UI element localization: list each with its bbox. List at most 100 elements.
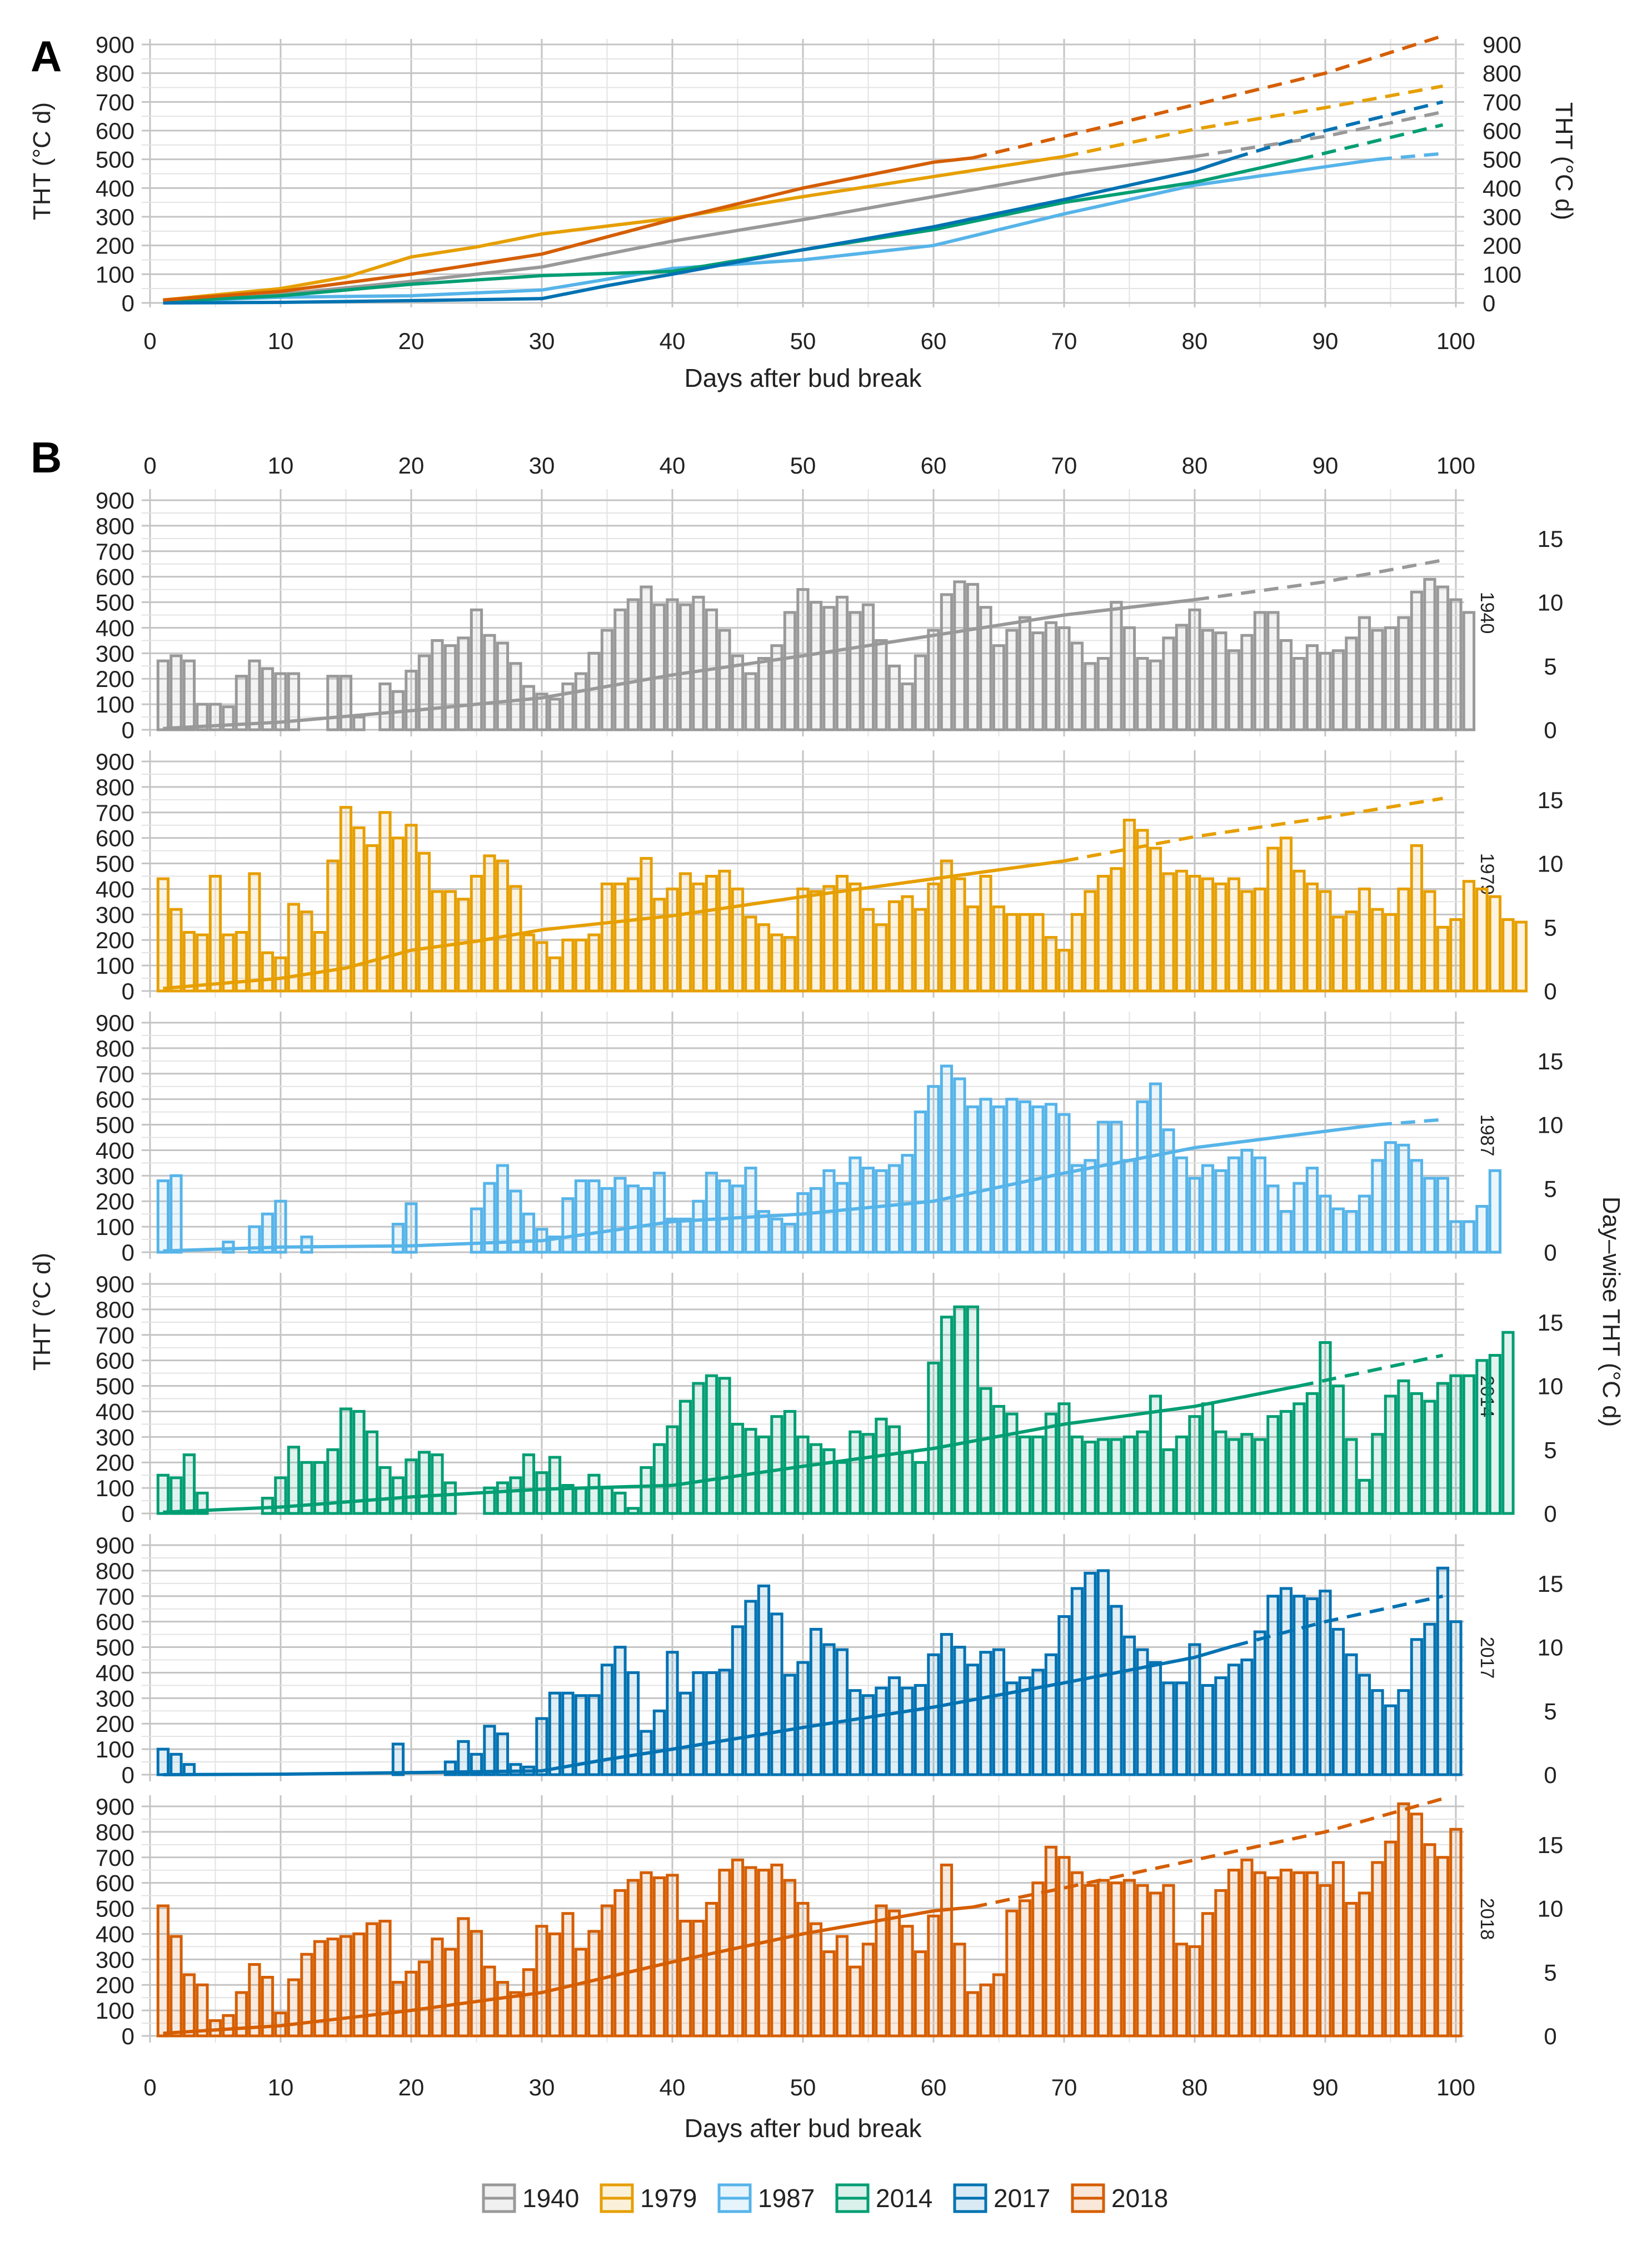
bar-1979-day-19 xyxy=(391,836,405,993)
x-tick-label: 70 xyxy=(1051,2074,1077,2100)
legend-label-2018: 2018 xyxy=(1111,2184,1168,2213)
bar-1987-day-46 xyxy=(744,1167,757,1254)
bar-2014-day-10 xyxy=(274,1476,287,1515)
bar-2017-day-96 xyxy=(1397,1689,1410,1776)
series-projection-1987 xyxy=(1377,152,1443,161)
bar-2017-day-67 xyxy=(1018,1676,1032,1776)
bar-1979-day-39 xyxy=(652,898,666,993)
y-tick-label: 400 xyxy=(96,1921,134,1947)
bar-1940-day-54 xyxy=(849,611,862,731)
bar-2018-day-29 xyxy=(522,1968,536,2038)
y-tick-label: 200 xyxy=(96,666,134,692)
bar-1987-day-12 xyxy=(300,1236,313,1254)
bar-2014-day-13 xyxy=(313,1461,327,1515)
y-tick-label: 700 xyxy=(96,89,134,115)
bar-2018-day-9 xyxy=(261,1976,274,2038)
bar-2018-day-78 xyxy=(1162,1884,1175,2038)
bar-1987-day-65 xyxy=(992,1105,1006,1254)
y-tick-label: 100 xyxy=(96,261,134,287)
bar-2017-day-39 xyxy=(652,1709,666,1776)
bar-2017-day-66 xyxy=(1005,1681,1019,1776)
bar-2018-day-95 xyxy=(1384,1840,1398,2038)
bar-2017-day-90 xyxy=(1319,1590,1332,1776)
bar-1979-day-102 xyxy=(1475,887,1489,993)
x-tick-label: 90 xyxy=(1312,2074,1339,2100)
bar-1940-day-14 xyxy=(326,675,340,731)
bar-1940-day-86 xyxy=(1266,611,1280,731)
bar-1979-day-52 xyxy=(822,885,836,993)
y-tick-label-right: 400 xyxy=(1483,175,1521,201)
bar-1940-day-99 xyxy=(1436,585,1450,731)
bar-2014-day-59 xyxy=(914,1461,927,1515)
bar-1940-day-28 xyxy=(509,662,522,731)
x-tick-label: 40 xyxy=(660,2074,686,2100)
y-tick-label: 0 xyxy=(122,717,134,743)
bar-2018-day-41 xyxy=(678,1920,692,2038)
bar-1940-day-93 xyxy=(1357,616,1371,731)
cumulative-line-1979 xyxy=(163,859,1065,990)
bar-1940-day-29 xyxy=(522,685,536,731)
bar-2017-day-62 xyxy=(953,1646,966,1776)
bar-2018-day-33 xyxy=(574,1948,588,2038)
bar-1979-day-54 xyxy=(849,882,862,993)
bar-1979-day-8 xyxy=(248,872,261,993)
bar-2017-day-94 xyxy=(1371,1689,1384,1776)
bar-1940-day-100 xyxy=(1449,598,1463,731)
y-tick-label: 500 xyxy=(96,1635,134,1661)
bar-2017-day-60 xyxy=(927,1653,940,1776)
bar-2017-day-55 xyxy=(861,1694,875,1776)
x-tick-label: 60 xyxy=(921,2074,947,2100)
bar-1940-day-98 xyxy=(1423,577,1436,731)
y-tick-label-right: 500 xyxy=(1483,147,1521,173)
y-tick-label-right: 10 xyxy=(1538,1373,1564,1400)
bar-1979-day-3 xyxy=(182,931,196,993)
bar-2018-day-80 xyxy=(1188,1945,1201,2038)
bar-2018-day-17 xyxy=(365,1922,379,2038)
bar-2017-day-32 xyxy=(561,1691,575,1776)
panel-a-label: A xyxy=(31,32,62,81)
y-tick-label: 100 xyxy=(96,1214,134,1240)
bar-1987-day-85 xyxy=(1253,1156,1267,1254)
bar-1987-day-57 xyxy=(887,1164,901,1254)
bar-1940-day-82 xyxy=(1214,631,1227,731)
bar-1979-day-30 xyxy=(535,941,548,993)
y-tick-label-right: 10 xyxy=(1538,590,1564,616)
bar-1940-day-40 xyxy=(666,598,679,731)
bar-2017-day-37 xyxy=(626,1671,640,1776)
bar-2014-day-84 xyxy=(1240,1433,1254,1515)
bar-1987-day-83 xyxy=(1227,1156,1241,1254)
bar-2014-day-36 xyxy=(613,1491,627,1515)
bar-1940-day-62 xyxy=(953,580,966,731)
bar-2018-day-46 xyxy=(744,1866,757,2038)
bar-2018-day-6 xyxy=(222,2014,235,2038)
bar-2018-day-58 xyxy=(901,1925,914,2038)
bar-2017-day-83 xyxy=(1227,1664,1241,1776)
bar-2017-day-49 xyxy=(783,1674,797,1776)
bar-1987-day-76 xyxy=(1136,1100,1149,1254)
cumulative-projection-1979 xyxy=(1064,796,1443,863)
bar-2017-day-85 xyxy=(1253,1630,1267,1776)
bar-1987-day-61 xyxy=(940,1064,954,1254)
bar-2018-day-86 xyxy=(1266,1876,1280,2038)
bar-1940-day-39 xyxy=(652,603,666,731)
y-tick-label: 700 xyxy=(96,800,134,826)
x-tick-label: 100 xyxy=(1436,328,1475,354)
bar-2014-day-86 xyxy=(1266,1415,1280,1515)
bar-1940-day-66 xyxy=(1005,629,1019,731)
bar-2014-day-99 xyxy=(1436,1382,1450,1515)
bar-2017-day-82 xyxy=(1214,1676,1227,1776)
bar-2018-day-85 xyxy=(1253,1871,1267,2038)
bar-1987-day-64 xyxy=(979,1098,992,1254)
bar-2014-day-27 xyxy=(496,1481,510,1515)
bar-1979-day-95 xyxy=(1384,913,1398,993)
bar-1987-day-2 xyxy=(169,1174,183,1254)
bar-2014-day-87 xyxy=(1279,1410,1293,1515)
bar-1987-day-91 xyxy=(1331,1207,1345,1254)
bar-1987-day-51 xyxy=(809,1187,823,1254)
bar-2014-day-51 xyxy=(809,1443,823,1515)
x-tick-label-top: 50 xyxy=(790,452,816,479)
bar-1987-day-9 xyxy=(261,1212,274,1254)
y-tick-label: 600 xyxy=(96,1870,134,1896)
bar-2017-day-42 xyxy=(692,1671,705,1776)
y-tick-label: 0 xyxy=(122,1239,134,1266)
